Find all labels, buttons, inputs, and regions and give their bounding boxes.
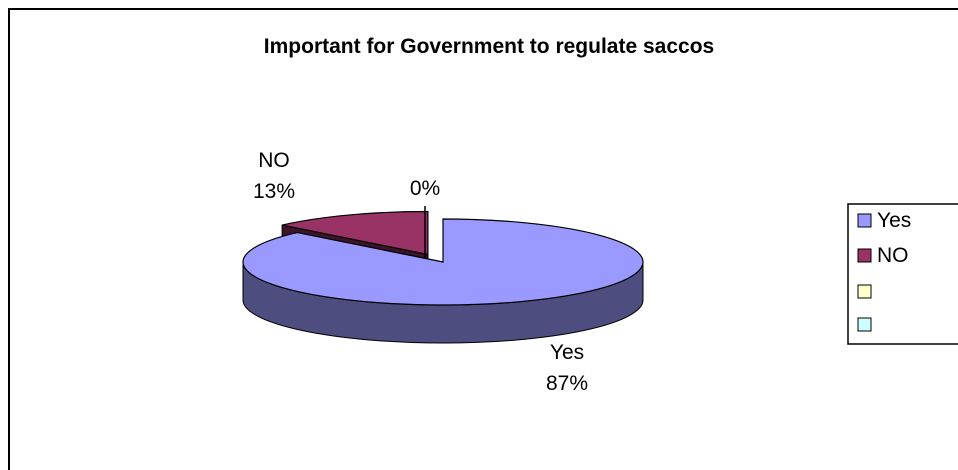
label-no-pct: 13% <box>253 180 295 203</box>
pie-slice-yes <box>242 218 644 306</box>
label-yes-pct: 87% <box>546 372 588 395</box>
legend-label-no: NO <box>877 244 909 267</box>
label-no-name: NO <box>258 149 290 172</box>
label-zero-pct: 0% <box>410 177 440 200</box>
pie-slice-no <box>281 210 429 256</box>
legend-swatch-series3 <box>857 284 872 299</box>
label-yes-name: Yes <box>550 341 584 364</box>
legend-swatch-yes <box>857 213 872 228</box>
chart-title: Important for Government to regulate sac… <box>264 35 714 58</box>
legend: Yes NO <box>847 203 958 345</box>
legend-label-yes: Yes <box>877 209 911 232</box>
pie-group <box>242 206 644 344</box>
legend-swatch-no <box>857 248 872 263</box>
legend-swatch-series4 <box>857 317 872 332</box>
